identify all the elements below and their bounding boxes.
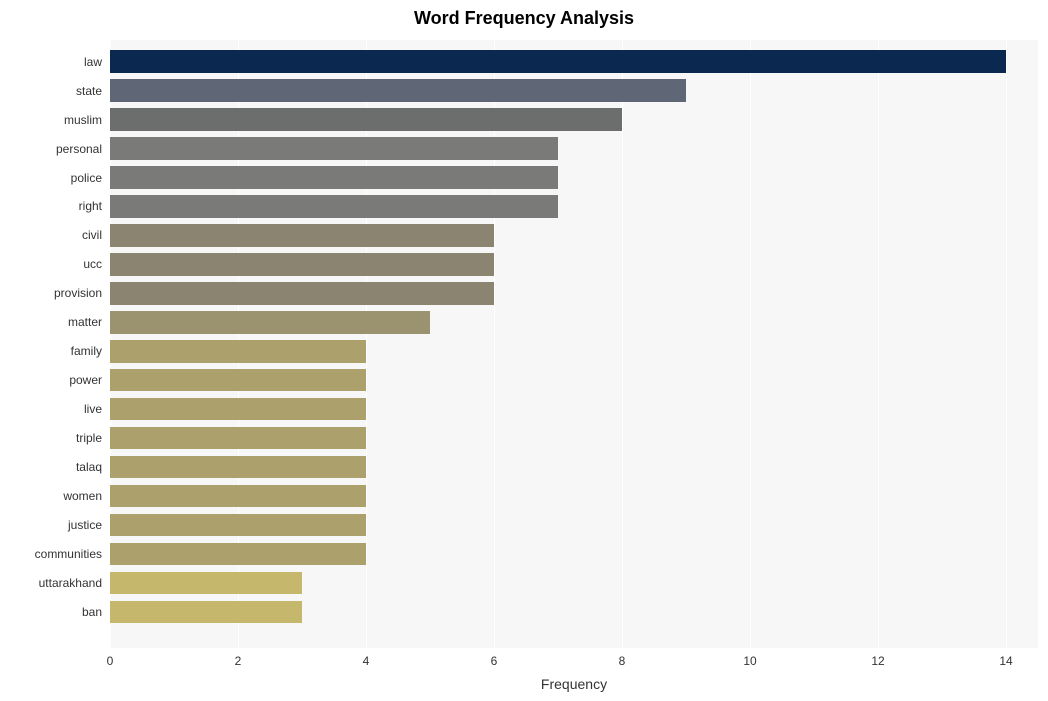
bar-row	[110, 195, 1038, 218]
bar	[110, 398, 366, 421]
bar	[110, 108, 622, 131]
bar	[110, 166, 558, 189]
y-tick-label: state	[76, 84, 102, 98]
bar-row	[110, 108, 1038, 131]
x-tick-label: 4	[363, 654, 370, 668]
x-axis-label: Frequency	[110, 676, 1038, 692]
y-tick-label: talaq	[76, 460, 102, 474]
bar-row	[110, 369, 1038, 392]
bar-row	[110, 514, 1038, 537]
bar	[110, 340, 366, 363]
bar	[110, 195, 558, 218]
y-tick-label: justice	[68, 518, 102, 532]
bar	[110, 514, 366, 537]
y-tick-label: ban	[82, 605, 102, 619]
y-axis-labels: law state muslim personal police right civil uc…	[0, 40, 110, 648]
bar	[110, 572, 302, 595]
y-tick-label: right	[79, 199, 102, 213]
bar-row	[110, 50, 1038, 73]
bar	[110, 224, 494, 247]
x-tick-label: 8	[619, 654, 626, 668]
bar-row	[110, 572, 1038, 595]
y-tick-label: live	[84, 402, 102, 416]
bar	[110, 137, 558, 160]
bar-row	[110, 137, 1038, 160]
y-tick-label: police	[71, 171, 102, 185]
x-tick-label: 14	[999, 654, 1012, 668]
bar-row	[110, 166, 1038, 189]
bar-row	[110, 79, 1038, 102]
chart-title: Word Frequency Analysis	[0, 8, 1048, 29]
y-tick-label: civil	[82, 228, 102, 242]
bar-row	[110, 543, 1038, 566]
y-tick-label: muslim	[64, 113, 102, 127]
bar-row	[110, 601, 1038, 624]
y-tick-label: ucc	[83, 257, 102, 271]
y-tick-label: law	[84, 55, 102, 69]
x-tick-label: 2	[235, 654, 242, 668]
bar-row	[110, 398, 1038, 421]
x-tick-label: 12	[871, 654, 884, 668]
y-tick-label: power	[69, 373, 102, 387]
bar	[110, 485, 366, 508]
bar	[110, 253, 494, 276]
bar	[110, 311, 430, 334]
y-tick-label: matter	[68, 315, 102, 329]
x-tick-label: 0	[107, 654, 114, 668]
y-tick-label: communities	[35, 547, 102, 561]
bar	[110, 543, 366, 566]
y-tick-label: triple	[76, 431, 102, 445]
bar-row	[110, 253, 1038, 276]
bar-row	[110, 282, 1038, 305]
bar	[110, 456, 366, 479]
bars-region	[110, 40, 1038, 648]
y-tick-label: provision	[54, 286, 102, 300]
chart-container: Word Frequency Analysis law state muslim pe…	[0, 0, 1048, 701]
bar-row	[110, 311, 1038, 334]
bar	[110, 601, 302, 624]
bar-row	[110, 224, 1038, 247]
bar-row	[110, 456, 1038, 479]
plot-area	[110, 40, 1038, 648]
x-axis-ticks: 0 2 4 6 8 10 12 14	[110, 648, 1038, 678]
y-tick-label: family	[71, 344, 102, 358]
bar	[110, 50, 1006, 73]
y-tick-label: uttarakhand	[39, 576, 102, 590]
bar-row	[110, 340, 1038, 363]
bar	[110, 369, 366, 392]
bar	[110, 79, 686, 102]
bar-row	[110, 427, 1038, 450]
bar	[110, 427, 366, 450]
bar-row	[110, 485, 1038, 508]
y-tick-label: women	[63, 489, 102, 503]
bar	[110, 282, 494, 305]
x-tick-label: 10	[743, 654, 756, 668]
y-tick-label: personal	[56, 142, 102, 156]
x-tick-label: 6	[491, 654, 498, 668]
